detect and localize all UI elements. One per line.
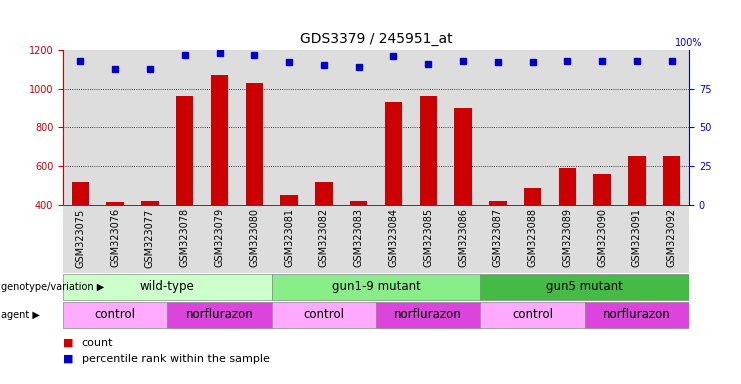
Bar	[142, 201, 159, 282]
Bar	[176, 96, 193, 282]
Title: GDS3379 / 245951_at: GDS3379 / 245951_at	[300, 32, 452, 46]
Text: gun1-9 mutant: gun1-9 mutant	[332, 280, 420, 293]
Bar	[315, 182, 333, 282]
FancyBboxPatch shape	[480, 302, 585, 328]
Bar	[107, 202, 124, 282]
Text: GSM323087: GSM323087	[493, 208, 503, 267]
Bar	[524, 189, 541, 282]
FancyBboxPatch shape	[585, 302, 689, 328]
Text: GSM323076: GSM323076	[110, 208, 120, 267]
FancyBboxPatch shape	[480, 274, 689, 300]
FancyBboxPatch shape	[63, 274, 272, 300]
Text: 100%: 100%	[675, 38, 703, 48]
Text: control: control	[303, 308, 345, 321]
Text: genotype/variation ▶: genotype/variation ▶	[1, 282, 104, 292]
Text: GSM323089: GSM323089	[562, 208, 572, 267]
Text: GSM323091: GSM323091	[632, 208, 642, 267]
Text: GSM323086: GSM323086	[458, 208, 468, 267]
Text: GSM323085: GSM323085	[423, 208, 433, 267]
Text: GSM323081: GSM323081	[284, 208, 294, 267]
Bar	[559, 168, 576, 282]
FancyBboxPatch shape	[272, 274, 480, 300]
Bar	[594, 174, 611, 282]
Text: control: control	[95, 308, 136, 321]
Text: agent ▶: agent ▶	[1, 310, 40, 320]
Bar	[454, 108, 472, 282]
Text: norflurazon: norflurazon	[394, 308, 462, 321]
Text: GSM323078: GSM323078	[180, 208, 190, 267]
Text: ■: ■	[63, 354, 73, 364]
Bar	[489, 201, 507, 282]
Text: count: count	[82, 338, 113, 348]
Bar	[211, 75, 228, 282]
Bar	[280, 195, 298, 282]
Text: wild-type: wild-type	[140, 280, 195, 293]
Bar	[72, 182, 89, 282]
FancyBboxPatch shape	[63, 302, 167, 328]
Text: control: control	[512, 308, 553, 321]
Text: GSM323077: GSM323077	[145, 208, 155, 268]
Text: norflurazon: norflurazon	[186, 308, 253, 321]
Text: GSM323079: GSM323079	[215, 208, 225, 267]
Bar	[663, 156, 680, 282]
Text: GSM323092: GSM323092	[667, 208, 677, 267]
Text: norflurazon: norflurazon	[603, 308, 671, 321]
FancyBboxPatch shape	[376, 302, 480, 328]
Text: GSM323084: GSM323084	[388, 208, 399, 267]
Text: GSM323075: GSM323075	[76, 208, 85, 268]
Text: GSM323082: GSM323082	[319, 208, 329, 267]
FancyBboxPatch shape	[167, 302, 272, 328]
Bar	[350, 201, 368, 282]
Text: GSM323083: GSM323083	[353, 208, 364, 267]
Text: GSM323088: GSM323088	[528, 208, 537, 267]
Text: ■: ■	[63, 338, 73, 348]
Text: gun5 mutant: gun5 mutant	[546, 280, 623, 293]
Bar	[245, 83, 263, 282]
FancyBboxPatch shape	[272, 302, 376, 328]
Text: GSM323080: GSM323080	[249, 208, 259, 267]
Bar	[628, 156, 645, 282]
Text: percentile rank within the sample: percentile rank within the sample	[82, 354, 270, 364]
Text: GSM323090: GSM323090	[597, 208, 607, 267]
Bar	[419, 96, 437, 282]
Bar	[385, 102, 402, 282]
